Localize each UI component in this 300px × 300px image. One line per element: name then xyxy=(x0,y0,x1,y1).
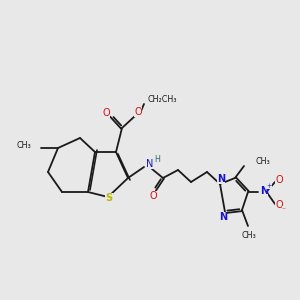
Text: CH₃: CH₃ xyxy=(16,142,31,151)
Text: N: N xyxy=(219,212,227,222)
Text: O: O xyxy=(102,108,110,118)
Text: CH₃: CH₃ xyxy=(256,158,271,166)
Text: CH₃: CH₃ xyxy=(242,230,256,239)
Text: O: O xyxy=(275,175,283,185)
Text: N: N xyxy=(146,159,154,169)
Text: O: O xyxy=(275,200,283,210)
Text: N: N xyxy=(217,174,225,184)
Text: N: N xyxy=(260,186,268,196)
Text: +: + xyxy=(266,183,272,189)
Text: S: S xyxy=(105,193,112,203)
Text: ⁻: ⁻ xyxy=(282,206,286,214)
Text: CH₂CH₃: CH₂CH₃ xyxy=(147,95,177,104)
Text: H: H xyxy=(154,154,160,164)
Text: O: O xyxy=(149,191,157,201)
Text: O: O xyxy=(134,107,142,117)
